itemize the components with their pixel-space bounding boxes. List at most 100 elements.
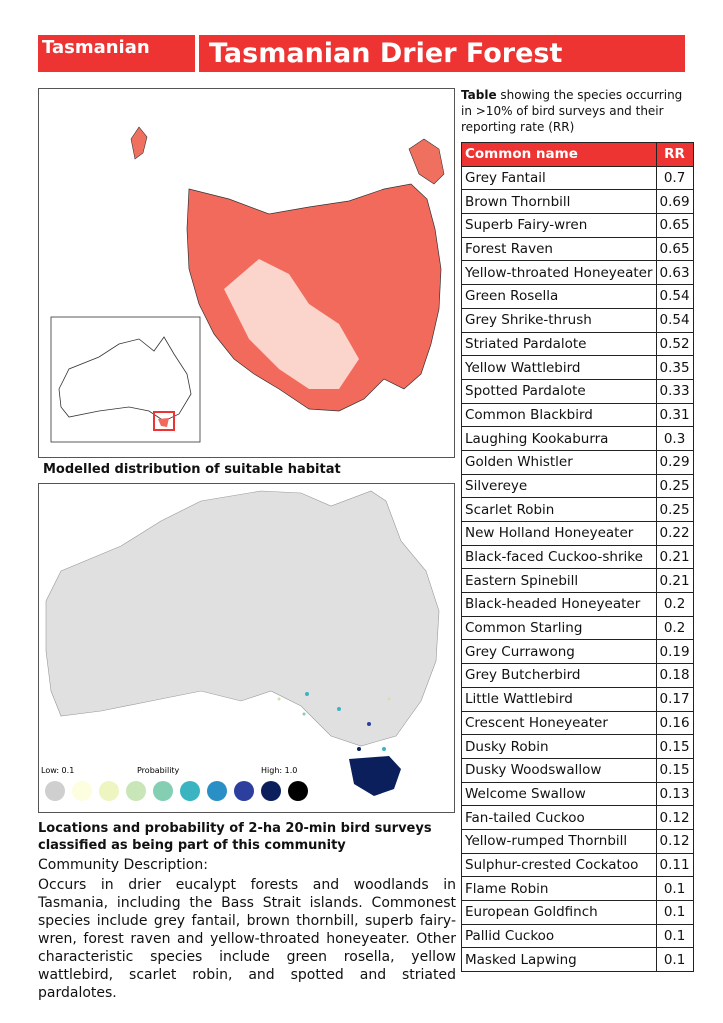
- reporting-rate: 0.12: [655, 805, 694, 830]
- table-row: Sulphur-crested Cockatoo 0.11: [461, 852, 694, 878]
- species-name: Golden Whistler: [461, 449, 657, 475]
- species-name: Green Rosella: [461, 284, 657, 309]
- species-name: Welcome Swallow: [461, 781, 657, 807]
- reporting-rate: 0.15: [655, 757, 694, 783]
- reporting-rate: 0.35: [655, 355, 694, 380]
- table-row: Brown Thornbill 0.69: [461, 189, 694, 215]
- species-name: Little Wattlebird: [461, 686, 657, 712]
- column-header: Common name: [461, 142, 657, 167]
- species-name: New Holland Honeyeater: [461, 521, 657, 546]
- reporting-rate: 0.63: [655, 260, 694, 286]
- reporting-rate: 0.1: [655, 947, 694, 973]
- map-caption: Locations and probability of 2-ha 20-min…: [38, 821, 432, 853]
- table-row: Grey Fantail 0.7: [461, 165, 694, 191]
- table-row: Welcome Swallow 0.13: [461, 781, 694, 807]
- species-name: Grey Currawong: [461, 639, 657, 665]
- legend-high: High: 1.0: [261, 766, 297, 775]
- species-name: Sulphur-crested Cockatoo: [461, 852, 657, 878]
- species-name: Flame Robin: [461, 876, 657, 901]
- reporting-rate: 0.2: [655, 615, 694, 641]
- reporting-rate: 0.2: [655, 592, 694, 617]
- species-name: Grey Butcherbird: [461, 663, 657, 688]
- species-name: Superb Fairy-wren: [461, 213, 657, 238]
- table-row: Flame Robin 0.1: [461, 876, 694, 901]
- reporting-rate: 0.13: [655, 781, 694, 807]
- table-row: Black-headed Honeyeater 0.2: [461, 592, 694, 617]
- reporting-rate: 0.17: [655, 686, 694, 712]
- reporting-rate: 0.1: [655, 876, 694, 901]
- header-tag: Tasmanian: [38, 35, 195, 72]
- table-row: Grey Butcherbird 0.18: [461, 663, 694, 688]
- reporting-rate: 0.1: [655, 923, 694, 949]
- species-name: Fan-tailed Cuckoo: [461, 805, 657, 830]
- survey-map: Low: 0.1 Probability High: 1.0: [38, 483, 455, 813]
- species-name: Black-headed Honeyeater: [461, 592, 657, 617]
- species-table: Common name RR Grey Fantail 0.7 Brown Thor…: [461, 142, 694, 973]
- table-row: Yellow-throated Honeyeater 0.63: [461, 260, 694, 286]
- species-name: Black-faced Cuckoo-shrike: [461, 544, 657, 570]
- reporting-rate: 0.3: [655, 426, 694, 451]
- table-row: Spotted Pardalote 0.33: [461, 378, 694, 404]
- species-name: Grey Fantail: [461, 165, 657, 191]
- table-row: Eastern Spinebill 0.21: [461, 568, 694, 594]
- reporting-rate: 0.65: [655, 236, 694, 262]
- species-name: Brown Thornbill: [461, 189, 657, 215]
- table-row: Scarlet Robin 0.25: [461, 497, 694, 522]
- reporting-rate: 0.29: [655, 449, 694, 475]
- reporting-rate: 0.25: [655, 497, 694, 522]
- species-name: Dusky Woodswallow: [461, 757, 657, 783]
- species-name: Pallid Cuckoo: [461, 923, 657, 949]
- description-heading: Community Description:: [38, 857, 208, 873]
- reporting-rate: 0.7: [655, 165, 694, 191]
- table-row: Grey Currawong 0.19: [461, 639, 694, 665]
- species-name: Common Blackbird: [461, 402, 657, 428]
- table-row: Little Wattlebird 0.17: [461, 686, 694, 712]
- species-name: Dusky Robin: [461, 734, 657, 759]
- species-name: Spotted Pardalote: [461, 378, 657, 404]
- table-row: Dusky Woodswallow 0.15: [461, 757, 694, 783]
- table-row: Masked Lapwing 0.1: [461, 947, 694, 973]
- reporting-rate: 0.31: [655, 402, 694, 428]
- species-name: Common Starling: [461, 615, 657, 641]
- table-row: Common Starling 0.2: [461, 615, 694, 641]
- species-name: Laughing Kookaburra: [461, 426, 657, 451]
- table-row: New Holland Honeyeater 0.22: [461, 521, 694, 546]
- legend-label: Probability: [137, 766, 180, 775]
- table-row: Silvereye 0.25: [461, 473, 694, 499]
- reporting-rate: 0.33: [655, 378, 694, 404]
- species-name: Grey Shrike-thrush: [461, 307, 657, 333]
- species-name: Striated Pardalote: [461, 331, 657, 357]
- species-name: Crescent Honeyeater: [461, 710, 657, 736]
- species-name: Scarlet Robin: [461, 497, 657, 522]
- reporting-rate: 0.11: [655, 852, 694, 878]
- species-name: Masked Lapwing: [461, 947, 657, 973]
- reporting-rate: 0.12: [655, 828, 694, 854]
- species-name: Yellow Wattlebird: [461, 355, 657, 380]
- species-name: Forest Raven: [461, 236, 657, 262]
- species-name: Silvereye: [461, 473, 657, 499]
- table-row: Yellow-rumped Thornbill 0.12: [461, 828, 694, 854]
- species-name: Yellow-rumped Thornbill: [461, 828, 657, 854]
- reporting-rate: 0.15: [655, 734, 694, 759]
- table-row: Green Rosella 0.54: [461, 284, 694, 309]
- reporting-rate: 0.54: [655, 284, 694, 309]
- column-header: RR: [655, 142, 694, 167]
- table-row: Striated Pardalote 0.52: [461, 331, 694, 357]
- reporting-rate: 0.22: [655, 521, 694, 546]
- caption-bold: Table: [461, 88, 497, 102]
- map-caption: Modelled distribution of suitable habita…: [43, 462, 341, 477]
- description-text: Occurs in drier eucalypt forests and woo…: [38, 877, 456, 1001]
- reporting-rate: 0.54: [655, 307, 694, 333]
- table-row: Yellow Wattlebird 0.35: [461, 355, 694, 380]
- species-name: European Goldfinch: [461, 900, 657, 925]
- reporting-rate: 0.69: [655, 189, 694, 215]
- table-row: Forest Raven 0.65: [461, 236, 694, 262]
- habitat-map: [38, 88, 455, 458]
- table-row: Black-faced Cuckoo-shrike 0.21: [461, 544, 694, 570]
- species-name: Eastern Spinebill: [461, 568, 657, 594]
- legend-swatches: [45, 781, 308, 801]
- table-row: Common Blackbird 0.31: [461, 402, 694, 428]
- legend-low: Low: 0.1: [41, 766, 74, 775]
- reporting-rate: 0.16: [655, 710, 694, 736]
